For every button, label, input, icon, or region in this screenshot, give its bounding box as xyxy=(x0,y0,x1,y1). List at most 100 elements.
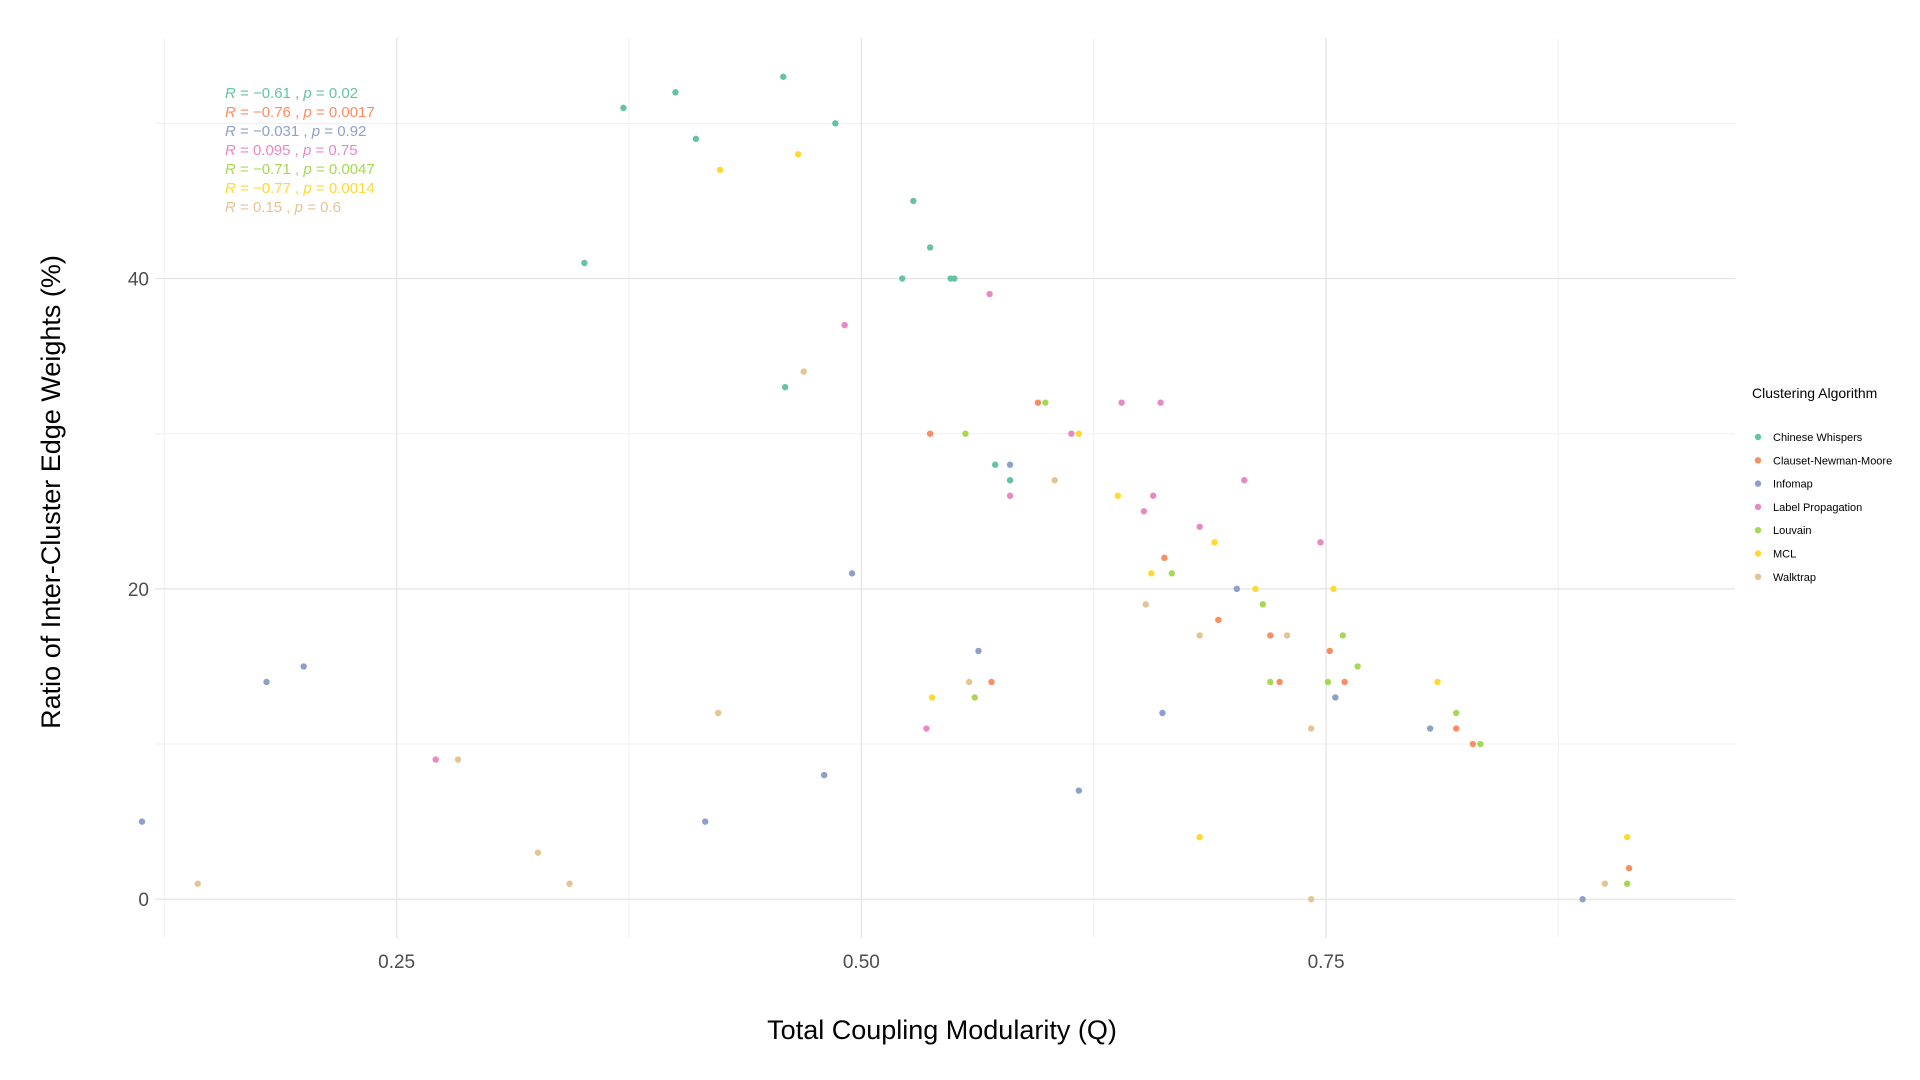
point-mcl xyxy=(1623,833,1631,841)
legend-label-mcl: MCL xyxy=(1773,549,1796,561)
point-chinese-whispers xyxy=(581,259,588,267)
point-clauset-newman-moore xyxy=(1625,864,1633,872)
point-clauset-newman-moore xyxy=(1215,616,1222,624)
stat-chinese-whispers: R = −0.61 , p = 0.02 xyxy=(225,85,358,102)
point-label-propagation xyxy=(1157,399,1164,406)
point-louvain xyxy=(1259,601,1267,608)
x-axis-title: Total Coupling Modularity (Q) xyxy=(767,1015,1117,1045)
point-chinese-whispers xyxy=(899,275,906,282)
point-clauset-newman-moore xyxy=(1276,678,1283,686)
point-walktrap xyxy=(1307,725,1315,732)
point-infomap xyxy=(138,818,146,825)
x-tick-label: 0.75 xyxy=(1308,952,1345,973)
point-label-propagation xyxy=(841,321,848,329)
point-louvain xyxy=(1354,663,1361,670)
point-mcl xyxy=(716,166,724,174)
point-walktrap xyxy=(1283,632,1291,639)
legend: Clustering Algorithm Chinese Whispers Cla… xyxy=(1752,385,1892,584)
point-infomap xyxy=(1075,787,1083,794)
y-tick-label: 40 xyxy=(128,270,149,291)
point-chinese-whispers xyxy=(832,120,839,127)
point-infomap xyxy=(263,678,270,686)
point-mcl xyxy=(1196,833,1203,841)
legend-key-walktrap xyxy=(1754,573,1762,580)
x-tick-label: 0.50 xyxy=(843,952,880,973)
point-louvain xyxy=(1267,678,1274,686)
stat-walktrap: R = 0.15 , p = 0.6 xyxy=(225,199,341,216)
point-walktrap xyxy=(1196,632,1203,639)
stat-infomap: R = −0.031 , p = 0.92 xyxy=(225,123,366,140)
grid xyxy=(155,38,1735,938)
point-walktrap xyxy=(1307,896,1315,903)
point-walktrap xyxy=(965,678,973,686)
point-mcl xyxy=(794,151,802,158)
point-infomap xyxy=(1159,709,1166,717)
point-clauset-newman-moore xyxy=(926,430,934,437)
point-mcl xyxy=(1148,570,1155,577)
x-tick-label: 0.25 xyxy=(378,952,415,973)
stat-louvain: R = −0.71 , p = 0.0047 xyxy=(225,161,375,178)
point-clauset-newman-moore xyxy=(1326,647,1333,655)
stat-mcl: R = −0.77 , p = 0.0014 xyxy=(225,180,375,197)
stat-label-propagation: R = 0.095 , p = 0.75 xyxy=(225,142,358,159)
point-mcl xyxy=(1114,492,1122,499)
point-infomap xyxy=(848,570,856,577)
point-walktrap xyxy=(715,709,722,717)
point-infomap xyxy=(820,771,828,779)
legend-key-infomap xyxy=(1754,480,1762,487)
point-louvain xyxy=(1042,399,1049,406)
point-clauset-newman-moore xyxy=(1267,632,1274,639)
point-chinese-whispers xyxy=(926,244,934,251)
point-chinese-whispers xyxy=(910,197,917,205)
legend-label-infomap: Infomap xyxy=(1773,479,1813,491)
legend-label-clauset-newman-moore: Clauset-Newman-Moore xyxy=(1773,455,1892,467)
point-label-propagation xyxy=(1317,539,1324,546)
point-infomap xyxy=(1579,896,1586,903)
point-walktrap xyxy=(194,880,201,887)
point-walktrap xyxy=(1142,601,1149,608)
point-mcl xyxy=(1252,585,1259,593)
point-louvain xyxy=(1477,740,1484,748)
y-tick-label: 20 xyxy=(128,580,149,601)
axis-ticks: 0.25 0.50 0.75 0 20 40 xyxy=(128,270,1345,973)
point-louvain xyxy=(1324,678,1332,686)
point-clauset-newman-moore xyxy=(1034,399,1042,406)
legend-label-louvain: Louvain xyxy=(1773,525,1812,537)
point-chinese-whispers xyxy=(1006,477,1014,484)
point-mcl xyxy=(1211,539,1218,546)
point-chinese-whispers xyxy=(692,135,700,143)
point-infomap xyxy=(300,663,307,670)
point-infomap xyxy=(975,647,982,655)
point-louvain xyxy=(1623,880,1631,887)
point-walktrap xyxy=(800,368,807,375)
point-label-propagation xyxy=(1196,523,1203,530)
legend-key-label-propagation xyxy=(1754,503,1762,511)
point-mcl xyxy=(1330,585,1337,593)
point-walktrap xyxy=(566,880,573,887)
point-label-propagation xyxy=(1006,492,1014,499)
point-chinese-whispers xyxy=(672,89,679,96)
point-infomap xyxy=(1332,694,1339,701)
legend-title: Clustering Algorithm xyxy=(1752,385,1877,401)
y-axis-title: Ratio of Inter-Cluster Edge Weights (%) xyxy=(36,255,66,729)
point-louvain xyxy=(1339,632,1346,639)
legend-key-louvain xyxy=(1754,527,1762,534)
point-label-propagation xyxy=(1068,430,1075,437)
point-clauset-newman-moore xyxy=(1469,740,1477,748)
point-label-propagation xyxy=(1149,492,1157,499)
point-clauset-newman-moore xyxy=(988,678,995,686)
point-mcl xyxy=(1075,430,1083,437)
stat-clauset-newman-moore: R = −0.76 , p = 0.0017 xyxy=(225,104,375,121)
point-infomap xyxy=(702,818,709,825)
point-label-propagation xyxy=(1241,477,1248,484)
point-chinese-whispers xyxy=(780,73,787,80)
point-walktrap xyxy=(454,756,462,763)
data-points xyxy=(138,73,1633,903)
point-mcl xyxy=(1434,678,1441,686)
point-walktrap xyxy=(534,849,542,856)
point-walktrap xyxy=(1051,477,1058,484)
point-infomap xyxy=(1006,461,1014,468)
point-louvain xyxy=(1452,709,1460,717)
correlation-annotations: R = −0.61 , p = 0.02 R = −0.76 , p = 0.00… xyxy=(225,85,375,216)
